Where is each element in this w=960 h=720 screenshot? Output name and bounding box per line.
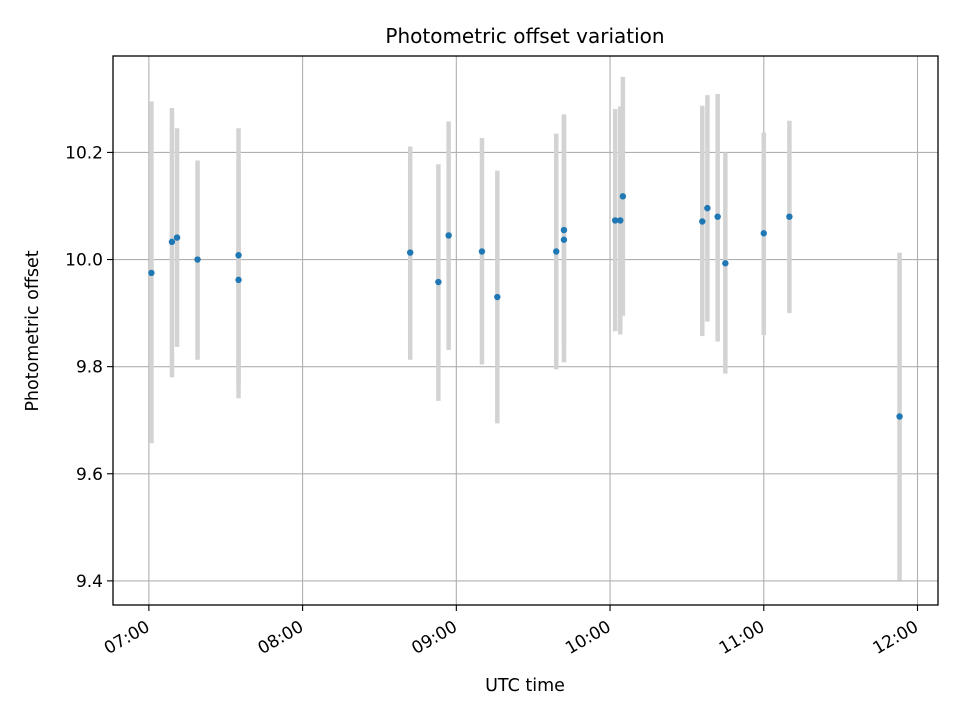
y-tick-label: 9.8 xyxy=(76,358,103,378)
data-point xyxy=(560,236,568,243)
y-tick-label: 10.2 xyxy=(65,143,103,163)
data-point xyxy=(704,204,711,212)
data-point xyxy=(714,213,721,220)
data-point xyxy=(619,193,627,200)
data-point xyxy=(478,248,486,255)
data-point xyxy=(494,293,501,301)
data-point xyxy=(560,226,568,234)
data-point xyxy=(173,234,181,241)
data-point xyxy=(553,248,560,255)
data-point xyxy=(445,232,452,239)
data-point xyxy=(699,218,706,225)
data-point xyxy=(407,249,414,256)
y-axis-title: Photometric offset xyxy=(23,250,43,411)
data-point xyxy=(722,260,729,267)
y-tick-label: 9.4 xyxy=(76,572,103,592)
x-axis-title: UTC time xyxy=(485,676,565,696)
data-point xyxy=(786,213,793,220)
y-tick-label: 10.0 xyxy=(65,251,103,271)
data-point xyxy=(617,217,624,224)
data-point xyxy=(235,252,242,259)
y-axis-ticks: 9.4 9.6 9.8 10.0 10.2 xyxy=(65,143,113,592)
data-points xyxy=(148,193,903,420)
y-tick-label: 9.6 xyxy=(76,465,103,485)
chart-title: Photometric offset variation xyxy=(385,24,664,48)
data-point xyxy=(168,238,176,246)
data-point xyxy=(148,269,155,277)
data-point xyxy=(611,217,619,224)
data-point xyxy=(896,413,903,420)
plot-frame xyxy=(112,55,939,606)
data-point xyxy=(235,276,242,284)
data-point xyxy=(760,230,767,237)
grid-lines xyxy=(113,56,938,605)
data-point xyxy=(435,278,442,286)
data-point xyxy=(194,256,201,263)
